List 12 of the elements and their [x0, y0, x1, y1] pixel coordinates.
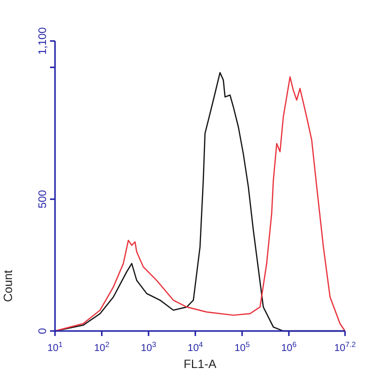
x-tick-label: 10$^{7.2}$	[334, 340, 356, 354]
x-tick-label: 10$^{5}$	[234, 340, 250, 354]
x-axis-title: FL1-A	[184, 357, 216, 371]
x-tick-label: 10$^{3}$	[140, 340, 156, 354]
y-tick-label: 0	[37, 328, 49, 334]
x-tick-label: 10$^{4}$	[188, 340, 203, 354]
y-axis-title: Count	[1, 269, 15, 302]
y-tick-label: 1,100	[37, 27, 49, 55]
x-tick-label: 10$^{2}$	[94, 340, 110, 354]
y-tick-label: 500	[37, 190, 49, 208]
x-tick-label: 10$^{6}$	[281, 340, 297, 354]
x-tick-label: 10$^{1}$	[47, 340, 63, 354]
